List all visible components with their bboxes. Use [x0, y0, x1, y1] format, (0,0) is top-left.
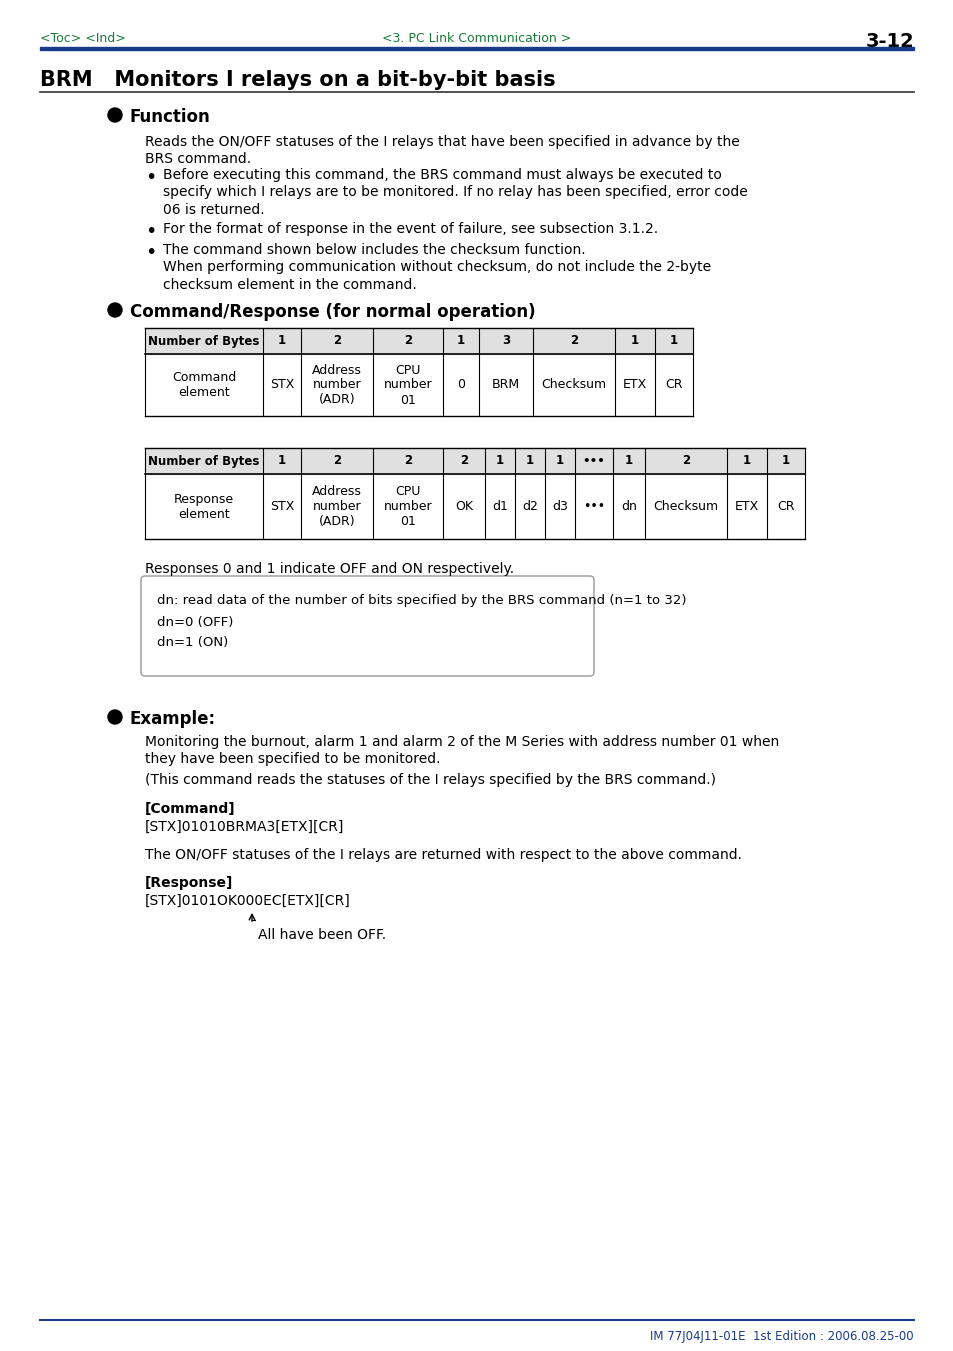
Text: 1: 1	[624, 454, 633, 467]
Text: dn: read data of the number of bits specified by the BRS command (n=1 to 32): dn: read data of the number of bits spec…	[157, 594, 686, 607]
Text: <Toc> <Ind>: <Toc> <Ind>	[40, 32, 126, 45]
Text: <3. PC Link Communication >: <3. PC Link Communication >	[382, 32, 571, 45]
Text: CPU
number
01: CPU number 01	[383, 485, 432, 528]
Bar	[145, 449, 804, 474]
Text: 1: 1	[525, 454, 534, 467]
Text: 2: 2	[681, 454, 689, 467]
Text: [STX]01010BRMA3[ETX][CR]: [STX]01010BRMA3[ETX][CR]	[145, 820, 344, 834]
Text: Function: Function	[130, 108, 211, 126]
Text: Command
element: Command element	[172, 372, 236, 399]
Text: IM 77J04J11-01E  1st Edition : 2006.08.25-00: IM 77J04J11-01E 1st Edition : 2006.08.25…	[650, 1329, 913, 1343]
Text: dn=0 (OFF): dn=0 (OFF)	[157, 616, 233, 630]
Text: Address
number
(ADR): Address number (ADR)	[312, 485, 361, 528]
Text: 3-12: 3-12	[864, 32, 913, 51]
Text: Example:: Example:	[130, 711, 216, 728]
Text: Response
element: Response element	[173, 493, 233, 520]
Text: •: •	[145, 168, 156, 186]
Text: ETX: ETX	[734, 500, 759, 513]
Text: All have been OFF.: All have been OFF.	[257, 928, 386, 942]
Text: •: •	[145, 243, 156, 262]
Text: 1: 1	[742, 454, 750, 467]
Text: [Command]: [Command]	[145, 802, 235, 816]
Text: The ON/OFF statuses of the I relays are returned with respect to the above comma: The ON/OFF statuses of the I relays are …	[145, 848, 741, 862]
Text: 1: 1	[456, 335, 464, 347]
Text: [STX]0101OK000EC[ETX][CR]: [STX]0101OK000EC[ETX][CR]	[145, 894, 351, 908]
Text: [Response]: [Response]	[145, 875, 233, 890]
Circle shape	[108, 108, 122, 122]
Text: STX: STX	[270, 378, 294, 392]
Text: STX: STX	[270, 500, 294, 513]
Text: (This command reads the statuses of the I relays specified by the BRS command.): (This command reads the statuses of the …	[145, 773, 716, 788]
Text: BRM   Monitors I relays on a bit-by-bit basis: BRM Monitors I relays on a bit-by-bit ba…	[40, 70, 555, 91]
Text: 2: 2	[459, 454, 468, 467]
Text: OK: OK	[455, 500, 473, 513]
Text: Number of Bytes: Number of Bytes	[148, 335, 259, 347]
Text: •••: •••	[582, 454, 605, 467]
Bar	[145, 328, 692, 354]
Text: •••: •••	[582, 500, 604, 513]
Text: •: •	[145, 222, 156, 240]
Text: d2: d2	[521, 500, 537, 513]
Text: 2: 2	[403, 454, 412, 467]
Text: BRM: BRM	[492, 378, 519, 392]
FancyBboxPatch shape	[141, 576, 594, 676]
Text: d3: d3	[552, 500, 567, 513]
Text: CR: CR	[777, 500, 794, 513]
Text: 1: 1	[630, 335, 639, 347]
Text: 1: 1	[669, 335, 678, 347]
Text: Reads the ON/OFF statuses of the I relays that have been specified in advance by: Reads the ON/OFF statuses of the I relay…	[145, 135, 739, 166]
Text: 2: 2	[333, 335, 341, 347]
Text: dn: dn	[620, 500, 637, 513]
Text: 2: 2	[403, 335, 412, 347]
Text: Responses 0 and 1 indicate OFF and ON respectively.: Responses 0 and 1 indicate OFF and ON re…	[145, 562, 514, 576]
Text: ETX: ETX	[622, 378, 646, 392]
Text: 2: 2	[333, 454, 341, 467]
Text: Checksum: Checksum	[653, 500, 718, 513]
Text: Command/Response (for normal operation): Command/Response (for normal operation)	[130, 303, 535, 322]
Text: CPU
number
01: CPU number 01	[383, 363, 432, 407]
Circle shape	[108, 303, 122, 317]
Text: Address
number
(ADR): Address number (ADR)	[312, 363, 361, 407]
Text: dn=1 (ON): dn=1 (ON)	[157, 636, 228, 648]
Text: 3: 3	[501, 335, 510, 347]
Text: 1: 1	[277, 335, 286, 347]
Text: For the format of response in the event of failure, see subsection 3.1.2.: For the format of response in the event …	[163, 222, 658, 236]
Text: Monitoring the burnout, alarm 1 and alarm 2 of the M Series with address number : Monitoring the burnout, alarm 1 and alar…	[145, 735, 779, 766]
Text: 1: 1	[556, 454, 563, 467]
Text: Number of Bytes: Number of Bytes	[148, 454, 259, 467]
Text: Checksum: Checksum	[541, 378, 606, 392]
Text: Before executing this command, the BRS command must always be executed to
specif: Before executing this command, the BRS c…	[163, 168, 747, 216]
Text: CR: CR	[664, 378, 682, 392]
Text: 1: 1	[277, 454, 286, 467]
Bar	[40, 47, 913, 50]
Text: The command shown below includes the checksum function.
When performing communic: The command shown below includes the che…	[163, 243, 710, 292]
Circle shape	[108, 711, 122, 724]
Text: 2: 2	[569, 335, 578, 347]
Text: 0: 0	[456, 378, 464, 392]
Text: 1: 1	[496, 454, 503, 467]
Text: d1: d1	[492, 500, 507, 513]
Text: 1: 1	[781, 454, 789, 467]
